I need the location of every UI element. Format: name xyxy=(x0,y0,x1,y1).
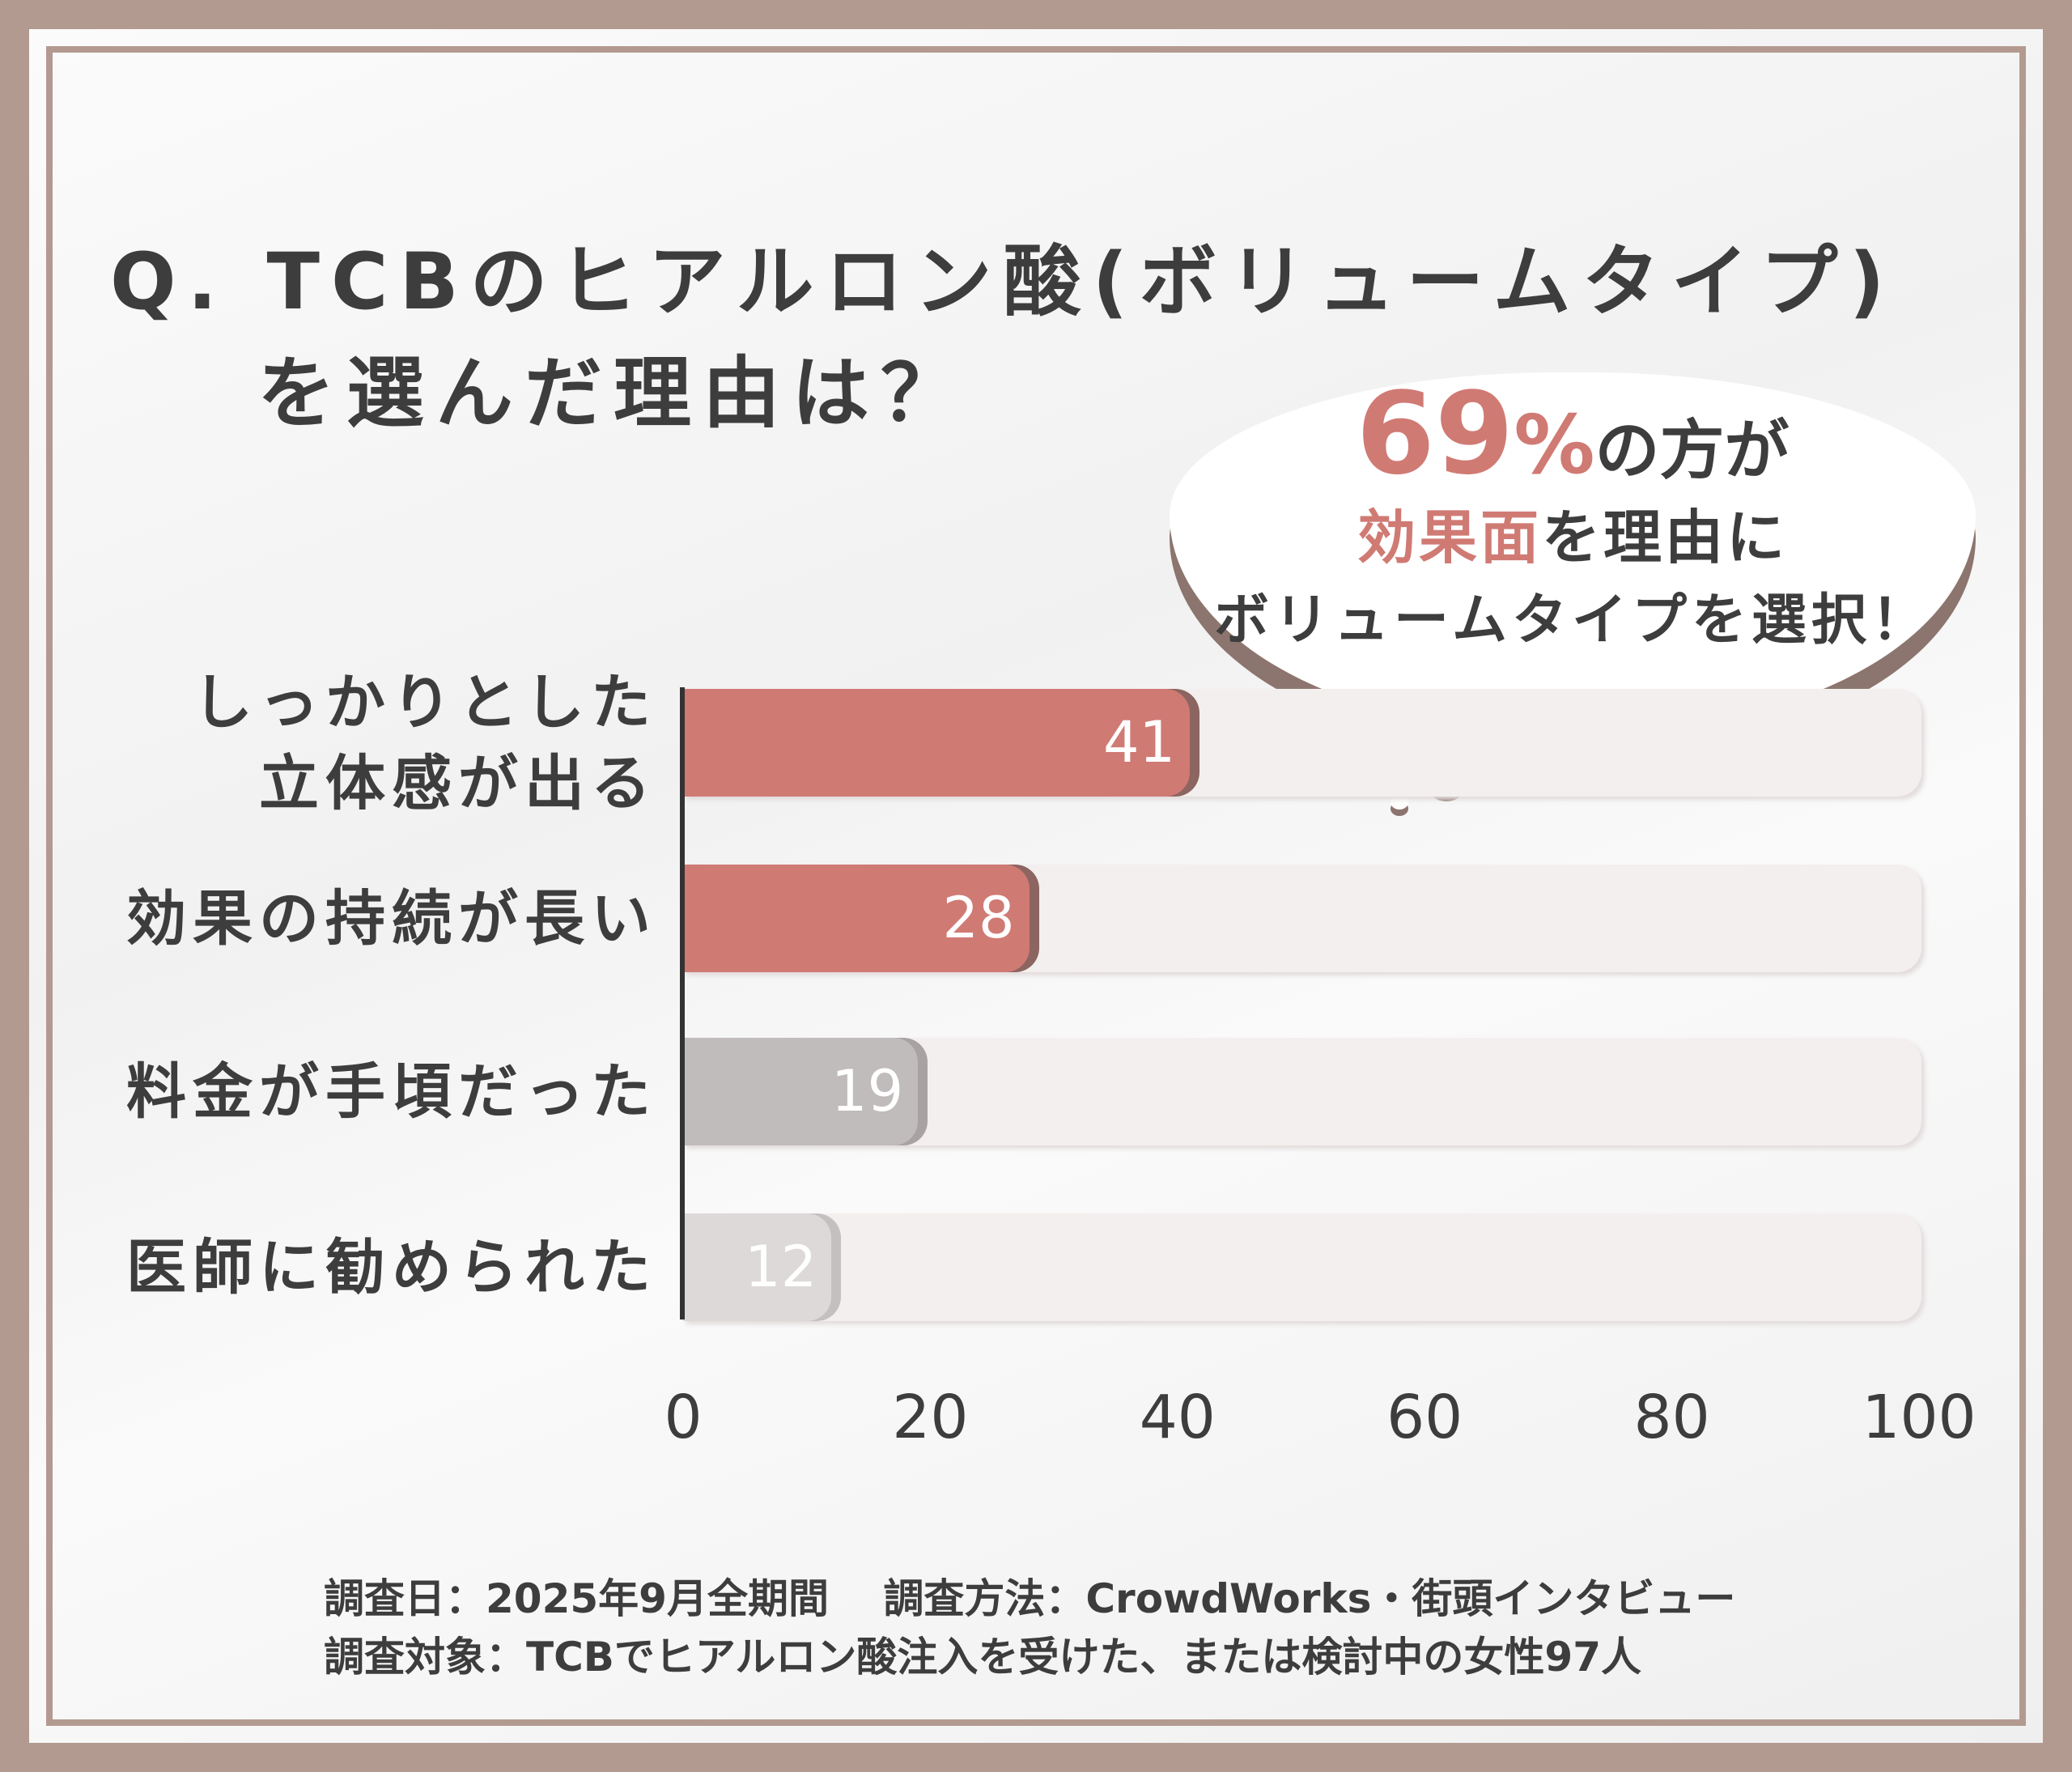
callout-highlight: 効果面 xyxy=(1357,504,1542,572)
category-label: 効果の持続が長い xyxy=(126,878,657,959)
category-label: 医師に勧められた xyxy=(126,1227,657,1308)
category-label-line: 料金が手頃だった xyxy=(126,1056,657,1127)
bar xyxy=(683,689,1191,797)
callout-line-2: 効果面を理由に xyxy=(1170,490,1976,575)
callout-line-1: 69%の方が xyxy=(1170,368,1976,500)
speech-bubble xyxy=(1170,372,1976,729)
x-tick-label: 100 xyxy=(1862,1383,1976,1452)
category-label-line: しっかりとした xyxy=(193,667,657,737)
thought-dot-small xyxy=(1391,795,1408,810)
frame-border xyxy=(46,46,2026,1726)
bar xyxy=(683,1038,919,1145)
bar xyxy=(683,865,1030,972)
x-tick-label: 0 xyxy=(664,1383,703,1452)
bar-value-label: 41 xyxy=(1102,709,1176,776)
callout-percent-sign: % xyxy=(1514,397,1595,492)
bar-value-label: 12 xyxy=(745,1234,817,1300)
x-tick-label: 60 xyxy=(1386,1383,1463,1452)
x-tick-label: 80 xyxy=(1633,1383,1710,1452)
bar-value-label: 19 xyxy=(831,1058,904,1124)
callout-line-1-text: の方が xyxy=(1594,413,1790,488)
x-tick-label: 40 xyxy=(1139,1383,1216,1452)
category-label: 料金が手頃だった xyxy=(126,1052,657,1132)
title-line-1: Q. TCBのヒアルロン酸(ボリュームタイプ) xyxy=(110,236,1896,327)
footer-line-1: 調査日：2025年9月全期間 調査方法：CrowdWorks・街頭インタビュー xyxy=(324,1575,1736,1622)
category-label-line: 立体感が出る xyxy=(259,748,657,818)
footer-line-2: 調査対象：TCBでヒアルロン酸注入を受けた、または検討中の女性97人 xyxy=(324,1634,1641,1681)
category-label-line: 医師に勧められた xyxy=(126,1232,657,1302)
callout-line-3: ボリュームタイプを選択！ xyxy=(1214,589,1931,652)
category-label-line: 効果の持続が長い xyxy=(126,883,657,954)
title-line-2: を選んだ理由は？ xyxy=(257,348,970,439)
bar xyxy=(683,1213,832,1321)
category-label: しっかりとした立体感が出る xyxy=(193,662,657,824)
bar-value-label: 28 xyxy=(942,885,1015,951)
y-axis-line xyxy=(680,687,685,1319)
bar-track xyxy=(683,1213,1921,1321)
x-tick-label: 20 xyxy=(892,1383,969,1452)
callout-percent: 69 xyxy=(1356,368,1514,500)
callout-line-2-text: を理由に xyxy=(1542,504,1789,572)
